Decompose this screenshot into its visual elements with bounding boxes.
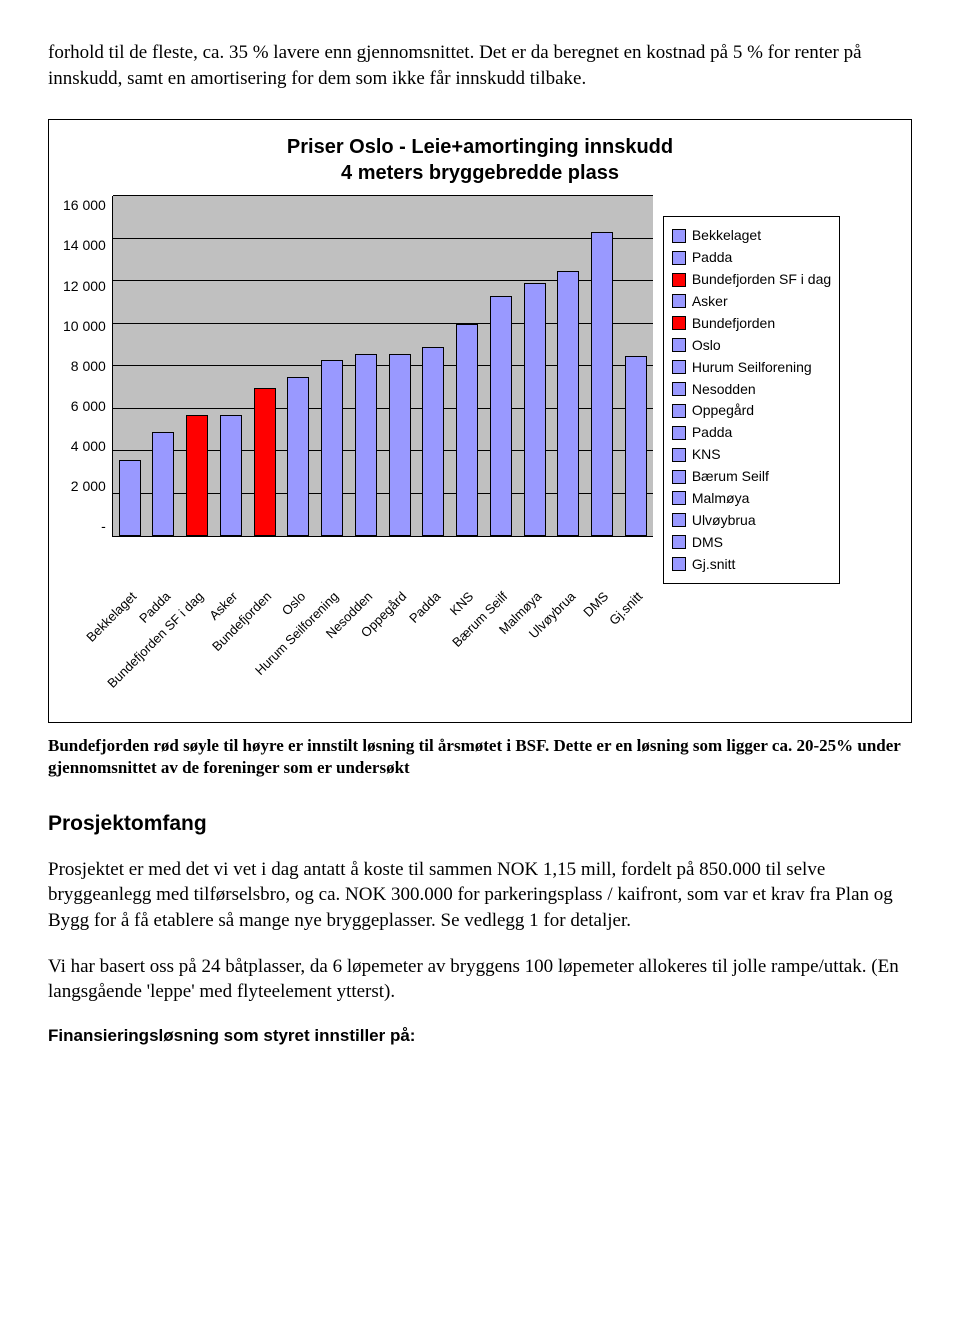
legend-swatch xyxy=(672,338,686,352)
legend-label: Oslo xyxy=(692,336,721,355)
plot-area: 16 000 14 000 12 000 10 000 8 000 6 000 4 000 2… xyxy=(63,196,653,537)
bar xyxy=(490,296,512,536)
x-axis-labels: BekkelagetPaddaBundefjorden SF i dagAske… xyxy=(115,584,655,704)
chart-container: Priser Oslo - Leie+amortinging innskudd … xyxy=(48,119,912,722)
legend-label: Hurum Seilforening xyxy=(692,358,812,377)
legend-swatch xyxy=(672,426,686,440)
body-p1: Prosjektet er med det vi vet i dag antat… xyxy=(48,857,912,934)
y-axis: 16 000 14 000 12 000 10 000 8 000 6 000 4 000 2… xyxy=(63,196,112,536)
legend-label: Padda xyxy=(692,248,732,267)
x-label: Gj.snitt xyxy=(606,588,647,629)
legend-item: Nesodden xyxy=(672,380,831,399)
legend-swatch xyxy=(672,251,686,265)
gridline xyxy=(113,238,653,239)
legend: Bekkelaget Padda Bundefjorden SF i dag Aske… xyxy=(663,216,840,583)
legend-label: Malmøya xyxy=(692,489,750,508)
bar xyxy=(152,432,174,536)
body-p2: Vi har basert oss på 24 båtplasser, da 6… xyxy=(48,954,912,1005)
legend-item: Oslo xyxy=(672,336,831,355)
bar xyxy=(557,271,579,537)
legend-item: Bundefjorden SF i dag xyxy=(672,270,831,289)
legend-item: Padda xyxy=(672,423,831,442)
legend-swatch xyxy=(672,294,686,308)
legend-label: Bundefjorden xyxy=(692,314,775,333)
legend-item: Gj.snitt xyxy=(672,555,831,574)
legend-item: Hurum Seilforening xyxy=(672,358,831,377)
legend-item: KNS xyxy=(672,445,831,464)
chart-title-2: 4 meters bryggebredde plass xyxy=(341,162,619,184)
bar xyxy=(625,356,647,537)
y-tick: 14 000 xyxy=(63,236,106,255)
bar xyxy=(186,415,208,536)
bar xyxy=(456,324,478,537)
chart-title-1: Priser Oslo - Leie+amortinging innskudd xyxy=(287,136,673,158)
bar xyxy=(524,283,546,536)
y-tick: 4 000 xyxy=(71,437,106,456)
bar xyxy=(254,388,276,537)
intro-text: forhold til de fleste, ca. 35 % lavere e… xyxy=(48,40,912,91)
y-tick: 12 000 xyxy=(63,277,106,296)
legend-swatch xyxy=(672,491,686,505)
legend-swatch xyxy=(672,273,686,287)
legend-label: Bekkelaget xyxy=(692,226,761,245)
legend-item: Bundefjorden xyxy=(672,314,831,333)
legend-label: Bærum Seilf xyxy=(692,467,769,486)
legend-item: Ulvøybrua xyxy=(672,511,831,530)
bar xyxy=(220,415,242,536)
legend-label: Asker xyxy=(692,292,728,311)
section-heading: Prosjektomfang xyxy=(48,810,912,838)
legend-label: Oppegård xyxy=(692,401,754,420)
chart-title: Priser Oslo - Leie+amortinging innskudd … xyxy=(63,134,897,186)
y-tick: 16 000 xyxy=(63,196,106,215)
legend-swatch xyxy=(672,360,686,374)
legend-label: Bundefjorden SF i dag xyxy=(692,270,831,289)
legend-item: DMS xyxy=(672,533,831,552)
legend-swatch xyxy=(672,557,686,571)
bar xyxy=(389,354,411,537)
legend-swatch xyxy=(672,316,686,330)
legend-item: Bekkelaget xyxy=(672,226,831,245)
y-tick: 2 000 xyxy=(71,477,106,496)
bar xyxy=(422,347,444,536)
legend-item: Oppegård xyxy=(672,401,831,420)
y-tick: 6 000 xyxy=(71,397,106,416)
legend-label: DMS xyxy=(692,533,723,552)
legend-item: Asker xyxy=(672,292,831,311)
legend-swatch xyxy=(672,535,686,549)
legend-label: Gj.snitt xyxy=(692,555,736,574)
y-tick: 8 000 xyxy=(71,357,106,376)
bar xyxy=(355,354,377,537)
legend-swatch xyxy=(672,404,686,418)
bar xyxy=(287,377,309,536)
y-tick: - xyxy=(101,517,106,536)
legend-swatch xyxy=(672,382,686,396)
legend-label: Nesodden xyxy=(692,380,756,399)
bar xyxy=(321,360,343,536)
legend-swatch xyxy=(672,229,686,243)
legend-item: Malmøya xyxy=(672,489,831,508)
legend-swatch xyxy=(672,513,686,527)
x-label: Padda xyxy=(405,588,444,627)
legend-label: KNS xyxy=(692,445,721,464)
bar xyxy=(119,460,141,537)
legend-swatch xyxy=(672,470,686,484)
legend-item: Bærum Seilf xyxy=(672,467,831,486)
legend-label: Padda xyxy=(692,423,732,442)
bar-plot xyxy=(112,196,653,537)
legend-item: Padda xyxy=(672,248,831,267)
y-tick: 10 000 xyxy=(63,317,106,336)
legend-swatch xyxy=(672,448,686,462)
chart-caption: Bundefjorden rød søyle til høyre er inns… xyxy=(48,735,912,781)
final-heading: Finansieringsløsning som styret innstill… xyxy=(48,1025,912,1048)
gridline xyxy=(113,195,653,196)
legend-label: Ulvøybrua xyxy=(692,511,756,530)
bar xyxy=(591,232,613,536)
x-label: Bekkelaget xyxy=(82,588,140,646)
